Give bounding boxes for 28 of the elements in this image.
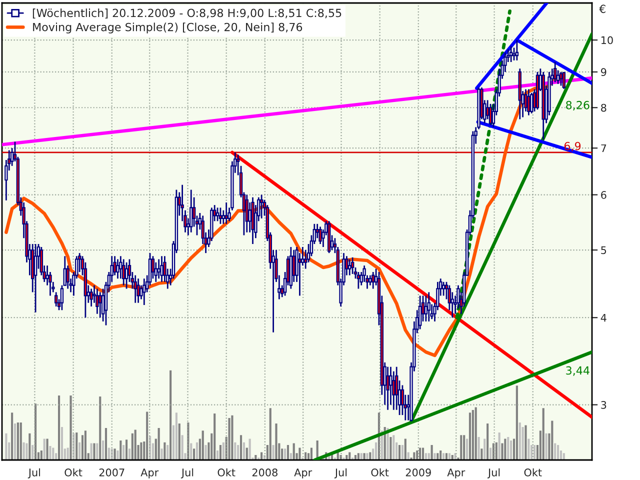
x-tick-label: Jul — [334, 468, 347, 478]
x-tick-label: Apr — [447, 468, 466, 478]
y-tick-label: 10 — [601, 36, 613, 44]
x-tick-label: 2008 — [252, 468, 278, 476]
y-tick-label: 9 — [600, 68, 606, 76]
x-tick-label: Jul — [180, 468, 194, 478]
y-tick-label: 4 — [600, 314, 606, 322]
legend-label: Moving Average Simple(2) [Close, 20, Nein] 8,76 — [33, 22, 302, 34]
x-tick-label: 2009 — [406, 468, 431, 476]
y-tick-label: 7 — [601, 144, 606, 152]
annotation: 8,26 — [566, 100, 590, 110]
x-tick-label: Okt — [371, 468, 389, 476]
x-tick-label: Apr — [140, 468, 159, 478]
y-tick-label: 5 — [601, 246, 606, 254]
y-tick-label: 6 — [601, 191, 606, 199]
y-tick-label: 3 — [601, 400, 606, 409]
y-axis-title: € — [599, 4, 606, 14]
x-tick-label: Okt — [218, 468, 236, 476]
x-tick-label: Jul — [28, 468, 40, 478]
y-tick-label: 8 — [601, 104, 606, 112]
x-tick-label: Okt — [64, 468, 82, 476]
x-tick-label: Okt — [524, 468, 542, 476]
x-tick-label: Apr — [294, 468, 312, 478]
x-tick-label: 2007 — [99, 468, 124, 476]
annotation: 3,44 — [566, 366, 590, 376]
legend-label: [Wöchentlich] 20.12.2009 - O:8,98 H:9,00 L:8,51 C:8,55 — [32, 8, 342, 18]
ref-line-label: 6,9 — [564, 142, 581, 152]
x-tick-label: Jul — [487, 468, 500, 478]
